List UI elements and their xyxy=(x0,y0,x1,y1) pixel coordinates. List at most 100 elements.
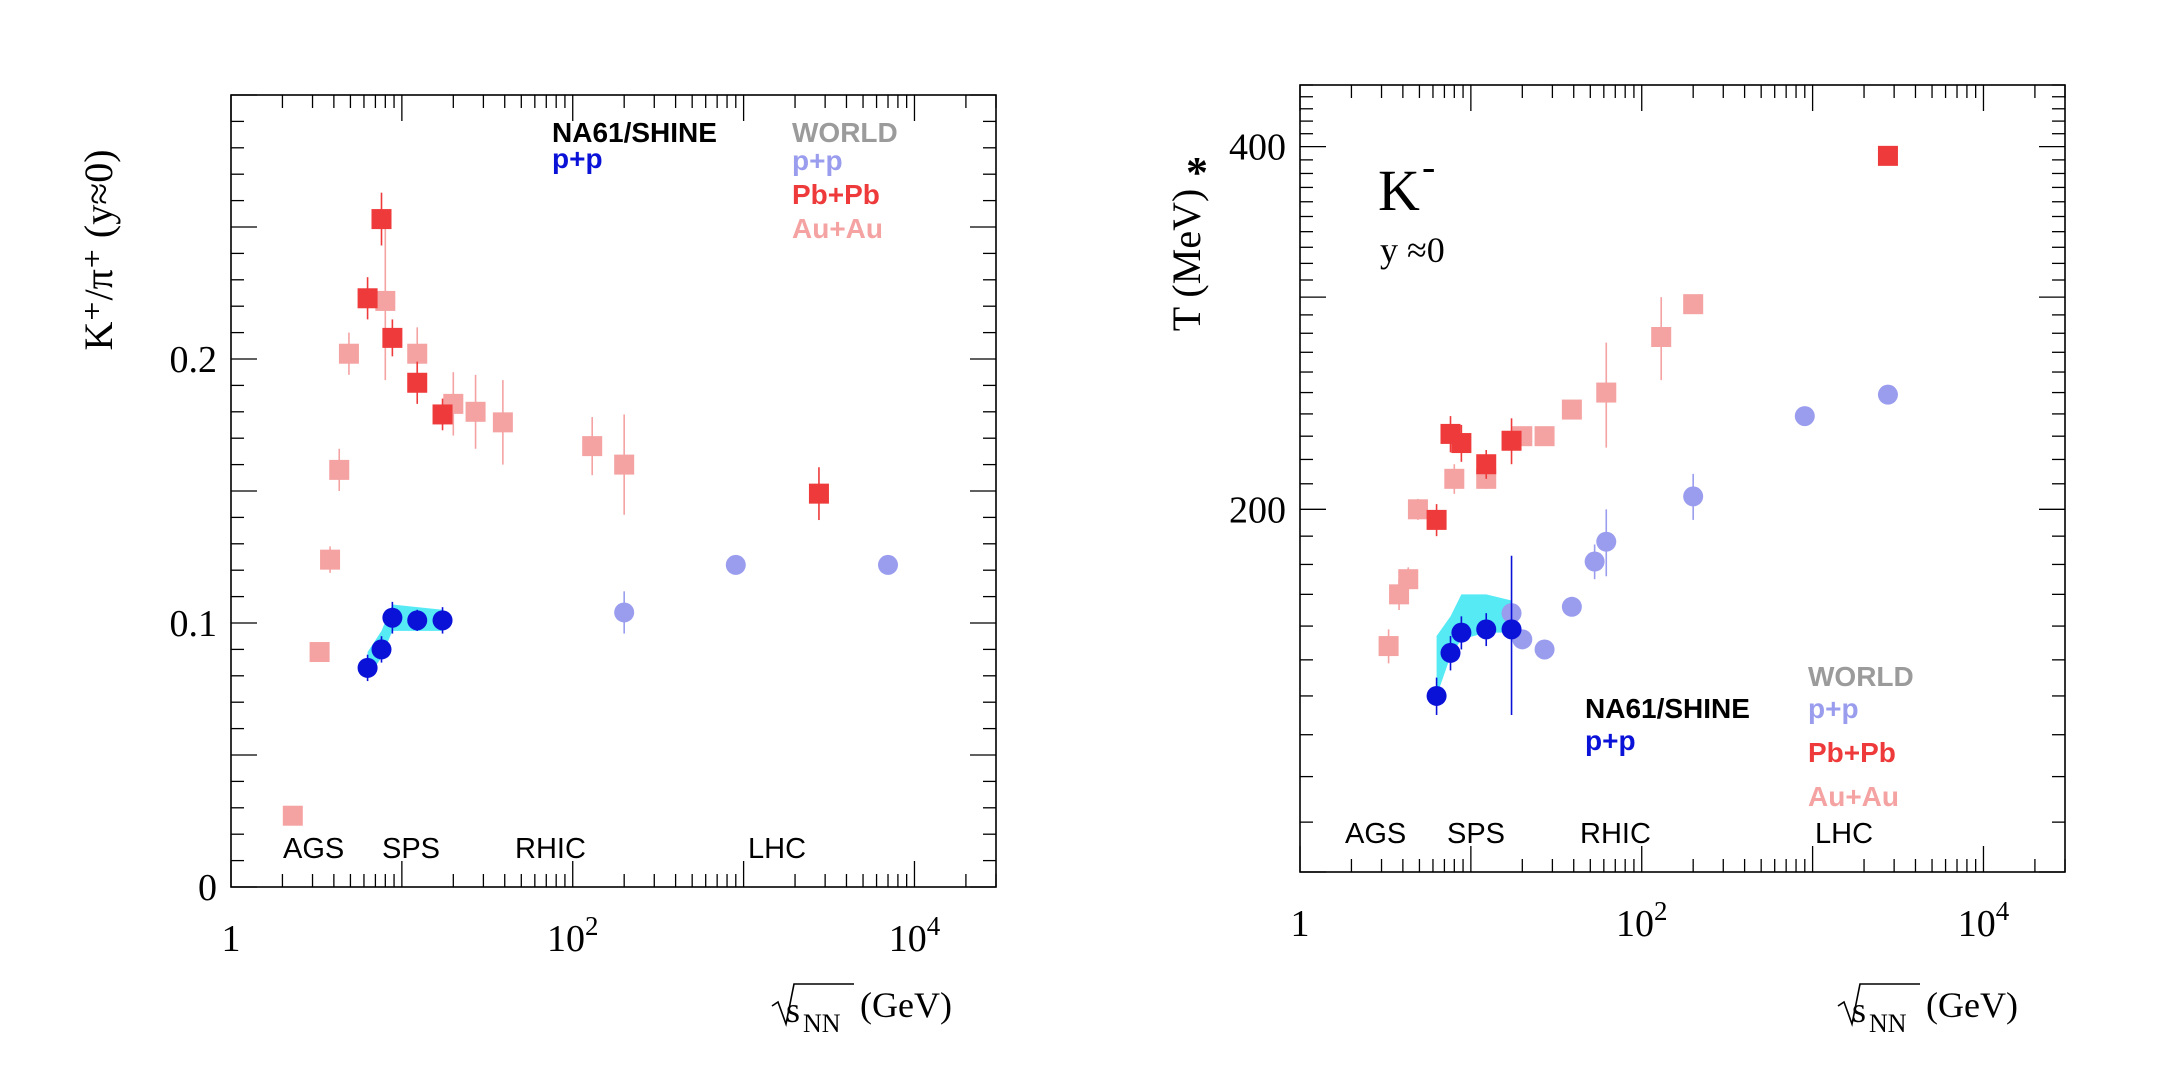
right-pb-pb-point xyxy=(1476,454,1497,475)
right-xtick-label: 102 xyxy=(1616,896,1668,945)
right-ytick-label: 400 xyxy=(1229,127,1286,169)
left-na61-shine-p-p-point xyxy=(432,610,453,631)
left-xtick-label: 1 xyxy=(222,918,241,960)
left-ytick-label: 0.2 xyxy=(170,339,218,381)
left-xtick-label: 104 xyxy=(889,911,941,960)
right-na61-shine-p-p-point xyxy=(1451,622,1472,643)
right-au-au-point xyxy=(1398,569,1419,590)
right-y-axis-label: T (MeV) * xyxy=(1164,148,1209,331)
right-panel: 1 102 104 200 400 T (MeV) * s NN (GeV) K - y… xyxy=(1164,84,2066,1038)
right-region-lhc: LHC xyxy=(1815,818,1873,850)
right-na61-shine-p-p-point xyxy=(1501,619,1522,640)
left-au-au-point xyxy=(329,459,350,480)
left-xtick-label: 102 xyxy=(547,911,599,960)
left-na61-shine-p-p-point xyxy=(357,657,378,678)
right-data-marks xyxy=(1378,145,1898,715)
left-pb-pb-point xyxy=(357,288,378,309)
right-x-axis-label-s: s xyxy=(1852,990,1866,1030)
left-legend-auau: Au+Au xyxy=(792,213,883,244)
left-panel: 1 102 104 0 0.1 0.2 K⁺/π⁺ (y≈0) s NN (GeV) NA… xyxy=(76,94,997,1038)
right-na61-band xyxy=(1436,594,1512,696)
right-au-au-point xyxy=(1561,399,1582,420)
left-legend-pbpb: Pb+Pb xyxy=(792,179,880,210)
left-ytick-label: 0.1 xyxy=(170,603,218,645)
right-plot-frame xyxy=(1299,84,2066,873)
right-pb-pb-point xyxy=(1426,509,1447,530)
left-region-lhc: LHC xyxy=(748,833,806,865)
right-title-k: K xyxy=(1378,158,1420,223)
right-xtick-label: 1 xyxy=(1291,903,1310,945)
left-pb-pb-point xyxy=(432,404,453,425)
right-x-axis-label-unit: (GeV) xyxy=(1926,985,2018,1025)
left-au-au-point xyxy=(375,290,396,311)
right-legend-na61-pp: p+p xyxy=(1585,725,1636,756)
right-tick-labels: 1 102 104 200 400 xyxy=(1229,127,2010,945)
right-x-axis-label: s NN (GeV) xyxy=(1837,983,2018,1038)
right-na61-shine-p-p-point xyxy=(1440,642,1461,663)
right-na61-shine-p-p-point xyxy=(1476,619,1497,640)
left-pb-pb-point xyxy=(371,209,392,230)
right-au-au-point xyxy=(1407,499,1428,520)
right-legend-world-title: WORLD xyxy=(1808,661,1914,692)
right-au-au-point xyxy=(1651,327,1672,348)
left-au-au-point xyxy=(309,642,330,663)
left-au-au-point xyxy=(338,343,359,364)
right-au-au-point xyxy=(1444,468,1465,489)
left-legend-world-title: WORLD xyxy=(792,117,898,148)
left-pb-pb-point xyxy=(808,483,829,504)
left-x-axis-label-s: s xyxy=(786,990,800,1030)
left-legend-na61-title: NA61/SHINE xyxy=(552,117,717,148)
right-ytick-label: 200 xyxy=(1229,489,1286,531)
right-ticks xyxy=(1299,84,2066,873)
right-y-axis-label-star: * xyxy=(1186,148,1208,197)
right-y-axis-label-t: T (MeV) xyxy=(1164,189,1209,332)
right-na61-systematic-band xyxy=(1436,594,1512,696)
left-legend-na61-pp: p+p xyxy=(552,143,603,174)
left-region-ags: AGS xyxy=(283,833,344,865)
left-world-p-p-point xyxy=(614,602,635,623)
left-au-au-point xyxy=(320,549,341,570)
right-au-au-point xyxy=(1389,584,1410,605)
right-world-p-p-point xyxy=(1584,551,1605,572)
right-world-p-p-point xyxy=(1794,406,1815,427)
left-na61-shine-p-p-point xyxy=(407,610,428,631)
left-ticks xyxy=(230,94,997,888)
right-pb-pb-point xyxy=(1877,145,1898,166)
left-au-au-point xyxy=(614,454,635,475)
left-au-au-point xyxy=(492,412,513,433)
right-world-p-p-point xyxy=(1877,384,1898,405)
left-au-au-point xyxy=(282,805,303,826)
right-legend-auau: Au+Au xyxy=(1808,781,1899,812)
left-na61-shine-p-p-point xyxy=(382,607,403,628)
right-world-p-p-point xyxy=(1596,531,1617,552)
right-na61-shine-p-p-point xyxy=(1426,685,1447,706)
right-au-au-point xyxy=(1683,294,1704,315)
left-x-axis-label-nn: NN xyxy=(803,1009,841,1038)
right-world-p-p-point xyxy=(1683,486,1704,507)
left-region-rhic: RHIC xyxy=(515,833,586,865)
left-pb-pb-point xyxy=(382,327,403,348)
left-legend-world-pp: p+p xyxy=(792,145,843,176)
right-x-axis-label-nn: NN xyxy=(1869,1009,1907,1038)
right-title-minus: - xyxy=(1422,144,1435,189)
right-region-ags: AGS xyxy=(1345,818,1406,850)
left-world-p-p-point xyxy=(725,554,746,575)
left-data-marks xyxy=(282,192,899,826)
right-region-sps: SPS xyxy=(1447,818,1505,850)
right-au-au-point xyxy=(1534,426,1555,447)
right-title: K - xyxy=(1378,144,1435,223)
right-world-p-p-point xyxy=(1534,639,1555,660)
left-region-sps: SPS xyxy=(382,833,440,865)
right-legend-world-pp: p+p xyxy=(1808,693,1859,724)
right-legend-pbpb: Pb+Pb xyxy=(1808,737,1896,768)
left-world-p-p-point xyxy=(878,554,899,575)
left-au-au-point xyxy=(407,343,428,364)
left-au-au-point xyxy=(465,401,486,422)
right-subtitle: y ≈0 xyxy=(1380,230,1445,270)
left-pb-pb-point xyxy=(407,372,428,393)
left-au-au-point xyxy=(582,436,603,457)
right-au-au-point xyxy=(1596,382,1617,403)
left-y-axis-label: K⁺/π⁺ (y≈0) xyxy=(76,149,121,350)
left-tick-labels: 1 102 104 0 0.1 0.2 xyxy=(170,339,941,960)
